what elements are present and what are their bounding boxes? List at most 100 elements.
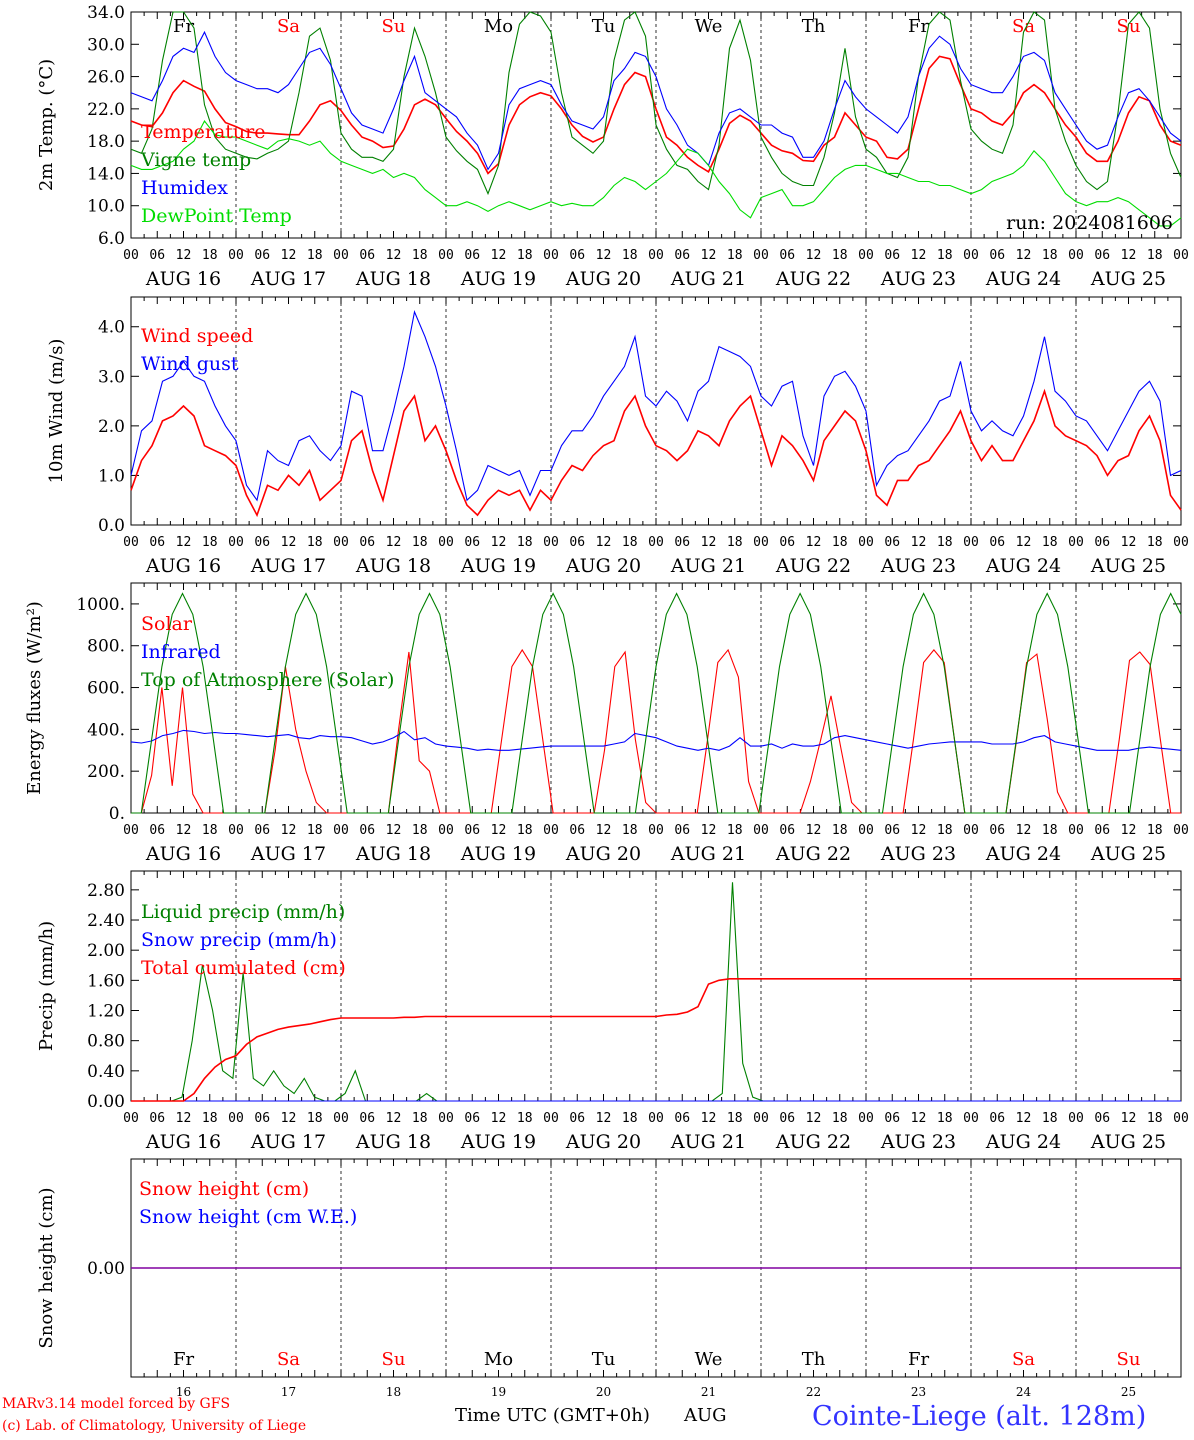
x-hour-label: 00 — [333, 535, 349, 550]
x-hour-label: 00 — [123, 248, 139, 263]
x-hour-label: 06 — [254, 535, 270, 550]
x-hour-label: 00 — [648, 1111, 664, 1126]
x-hour-label: 06 — [464, 1111, 480, 1126]
x-date-label: AUG 19 — [460, 843, 536, 865]
x-hour-label: 06 — [779, 535, 795, 550]
x-hour-label: 18 — [937, 1111, 953, 1126]
x-hour-label: 06 — [884, 823, 900, 838]
day-number-label: 20 — [596, 1385, 611, 1399]
x-hour-label: 12 — [176, 248, 192, 263]
day-number-label: 16 — [176, 1385, 191, 1399]
x-hour-label: 00 — [1173, 248, 1189, 263]
y-tick-label: 800. — [87, 637, 125, 657]
x-hour-label: 00 — [438, 1111, 454, 1126]
x-hour-label: 18 — [1147, 1111, 1163, 1126]
x-hour-label: 06 — [779, 823, 795, 838]
x-hour-label: 00 — [963, 535, 979, 550]
x-hour-label: 00 — [1068, 535, 1084, 550]
x-date-label: AUG 20 — [565, 268, 641, 290]
x-hour-label: 18 — [307, 535, 323, 550]
x-hour-label: 06 — [569, 823, 585, 838]
x-hour-label: 06 — [674, 535, 690, 550]
x-date-label: AUG 19 — [460, 1131, 536, 1153]
x-hour-label: 00 — [438, 823, 454, 838]
x-hour-label: 12 — [1121, 535, 1137, 550]
x-hour-label: 06 — [674, 248, 690, 263]
x-hour-label: 12 — [1121, 823, 1137, 838]
x-hour-label: 06 — [989, 535, 1005, 550]
x-hour-label: 00 — [123, 535, 139, 550]
x-hour-label: 00 — [123, 823, 139, 838]
dow-bottom-label: Mo — [484, 1349, 513, 1370]
x-hour-label: 18 — [307, 1111, 323, 1126]
x-hour-label: 12 — [911, 1111, 927, 1126]
x-hour-label: 06 — [149, 535, 165, 550]
x-hour-label: 12 — [701, 535, 717, 550]
x-hour-label: 12 — [1121, 1111, 1137, 1126]
xaxis-title: Time UTC (GMT+0h) — [455, 1405, 650, 1426]
dow-label: Fr — [173, 16, 194, 37]
y-axis-label: 2m Temp. (°C) — [36, 59, 57, 191]
x-hour-label: 12 — [596, 823, 612, 838]
x-date-label: AUG 23 — [880, 1131, 956, 1153]
dow-bottom-label: Su — [382, 1349, 406, 1370]
x-hour-label: 06 — [464, 535, 480, 550]
station-label: Cointe-Liege (alt. 128m) — [812, 1401, 1147, 1432]
x-hour-label: 18 — [307, 248, 323, 263]
y-tick-label: 0.80 — [87, 1032, 125, 1052]
x-date-label: AUG 20 — [565, 843, 641, 865]
dow-bottom-label: We — [695, 1349, 723, 1370]
y-axis-label: Precip (mm/h) — [36, 921, 57, 1051]
x-hour-label: 00 — [858, 535, 874, 550]
x-hour-label: 00 — [543, 823, 559, 838]
x-hour-label: 18 — [832, 535, 848, 550]
x-hour-label: 12 — [701, 248, 717, 263]
dow-bottom-label: Sa — [1012, 1349, 1035, 1370]
y-tick-label: 0. — [109, 804, 125, 824]
x-hour-label: 12 — [491, 248, 507, 263]
x-date-label: AUG 16 — [145, 268, 221, 290]
day-number-label: 22 — [806, 1385, 821, 1399]
x-hour-label: 18 — [202, 1111, 218, 1126]
x-hour-label: 18 — [517, 535, 533, 550]
x-hour-label: 18 — [1042, 1111, 1058, 1126]
x-hour-label: 12 — [806, 823, 822, 838]
x-hour-label: 18 — [202, 535, 218, 550]
x-hour-label: 12 — [596, 1111, 612, 1126]
x-date-label: AUG 17 — [250, 268, 326, 290]
y-tick-label: 1.20 — [87, 1002, 125, 1022]
x-hour-label: 00 — [228, 823, 244, 838]
x-hour-label: 00 — [228, 248, 244, 263]
x-date-label: AUG 16 — [145, 555, 221, 577]
y-tick-label: 0.0 — [98, 516, 125, 536]
x-hour-label: 12 — [491, 1111, 507, 1126]
x-hour-label: 00 — [543, 248, 559, 263]
y-tick-label: 0.00 — [87, 1259, 125, 1279]
x-date-label: AUG 19 — [460, 268, 536, 290]
x-hour-label: 18 — [412, 823, 428, 838]
dow-bottom-label: Tu — [592, 1349, 616, 1370]
x-date-label: AUG 22 — [775, 268, 851, 290]
x-hour-label: 18 — [622, 248, 638, 263]
x-hour-label: 06 — [569, 1111, 585, 1126]
x-date-label: AUG 21 — [670, 843, 746, 865]
x-hour-label: 18 — [202, 248, 218, 263]
x-hour-label: 06 — [989, 823, 1005, 838]
x-hour-label: 06 — [1094, 1111, 1110, 1126]
x-hour-label: 06 — [674, 1111, 690, 1126]
x-date-label: AUG 20 — [565, 555, 641, 577]
x-date-label: AUG 16 — [145, 1131, 221, 1153]
x-hour-label: 00 — [228, 1111, 244, 1126]
series-line-temp-3 — [130, 119, 1182, 227]
x-hour-label: 12 — [491, 535, 507, 550]
dow-label: Mo — [484, 16, 513, 37]
x-hour-label: 06 — [1094, 248, 1110, 263]
day-number-label: 21 — [701, 1385, 716, 1399]
day-number-label: 24 — [1016, 1385, 1032, 1399]
x-hour-label: 06 — [149, 823, 165, 838]
x-hour-label: 12 — [596, 535, 612, 550]
y-tick-label: 6.0 — [98, 229, 125, 249]
legend-entry: Humidex — [141, 177, 228, 199]
x-hour-label: 18 — [727, 1111, 743, 1126]
